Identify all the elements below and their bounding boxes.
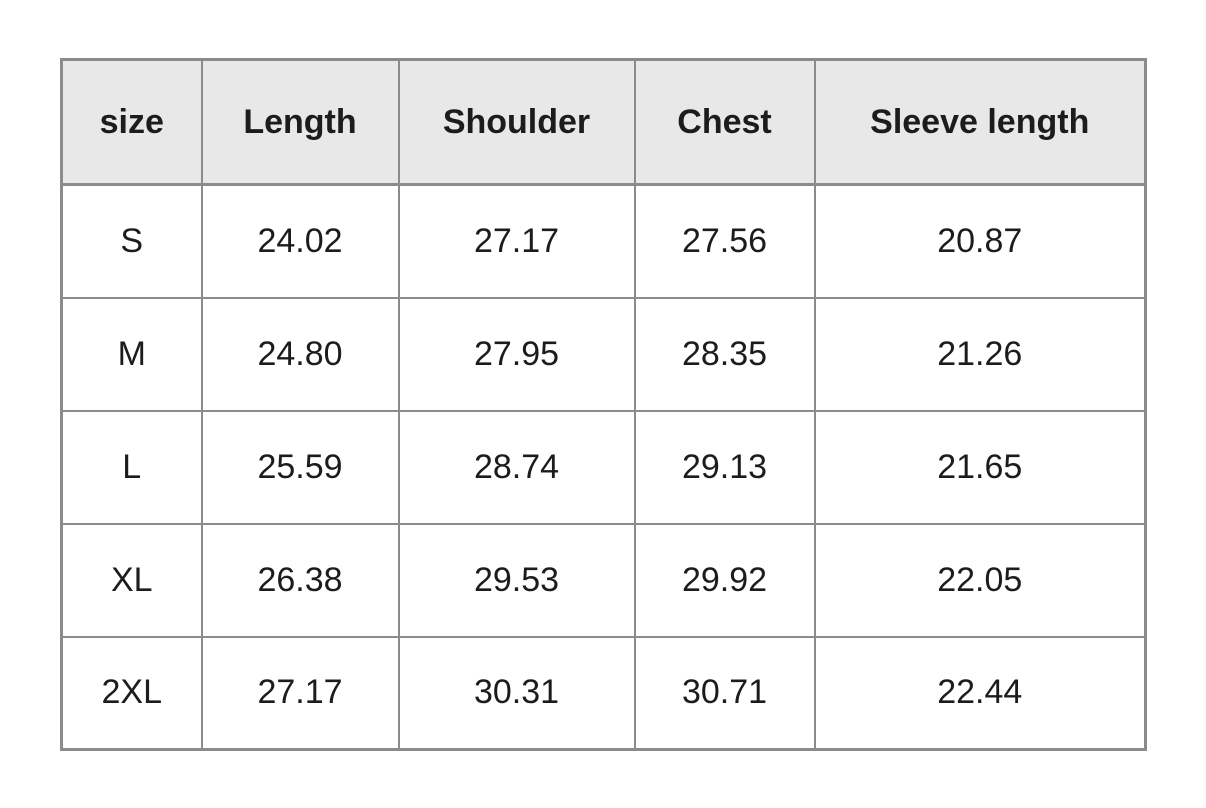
- header-row: size Length Shoulder Chest Sleeve length: [60, 58, 1147, 186]
- value-cell: 20.87: [813, 183, 1147, 299]
- size-chart-table: size Length Shoulder Chest Sleeve length…: [60, 58, 1147, 751]
- column-header-sleeve-length: Sleeve length: [813, 58, 1147, 186]
- value-cell: 28.35: [633, 296, 816, 412]
- table-row-2xl: 2XL 27.17 30.31 30.71 22.44: [60, 635, 1147, 751]
- size-cell: 2XL: [60, 635, 203, 751]
- value-cell: 28.74: [397, 409, 636, 525]
- table-body: S 24.02 27.17 27.56 20.87 M 24.80 27.95 …: [60, 183, 1147, 751]
- value-cell: 21.65: [813, 409, 1147, 525]
- table-row-m: M 24.80 27.95 28.35 21.26: [60, 296, 1147, 412]
- table-row-s: S 24.02 27.17 27.56 20.87: [60, 183, 1147, 299]
- column-header-shoulder: Shoulder: [397, 58, 636, 186]
- value-cell: 27.17: [200, 635, 400, 751]
- value-cell: 21.26: [813, 296, 1147, 412]
- value-cell: 22.05: [813, 522, 1147, 638]
- size-chart-container: size Length Shoulder Chest Sleeve length…: [60, 58, 1147, 751]
- value-cell: 27.17: [397, 183, 636, 299]
- value-cell: 24.02: [200, 183, 400, 299]
- value-cell: 29.13: [633, 409, 816, 525]
- value-cell: 29.53: [397, 522, 636, 638]
- table-header: size Length Shoulder Chest Sleeve length: [60, 58, 1147, 186]
- value-cell: 27.56: [633, 183, 816, 299]
- value-cell: 30.71: [633, 635, 816, 751]
- value-cell: 22.44: [813, 635, 1147, 751]
- column-header-size: size: [60, 58, 203, 186]
- column-header-chest: Chest: [633, 58, 816, 186]
- value-cell: 30.31: [397, 635, 636, 751]
- value-cell: 27.95: [397, 296, 636, 412]
- size-cell: XL: [60, 522, 203, 638]
- size-cell: M: [60, 296, 203, 412]
- table-row-xl: XL 26.38 29.53 29.92 22.05: [60, 522, 1147, 638]
- size-cell: S: [60, 183, 203, 299]
- value-cell: 24.80: [200, 296, 400, 412]
- column-header-length: Length: [200, 58, 400, 186]
- table-row-l: L 25.59 28.74 29.13 21.65: [60, 409, 1147, 525]
- size-cell: L: [60, 409, 203, 525]
- value-cell: 26.38: [200, 522, 400, 638]
- value-cell: 29.92: [633, 522, 816, 638]
- value-cell: 25.59: [200, 409, 400, 525]
